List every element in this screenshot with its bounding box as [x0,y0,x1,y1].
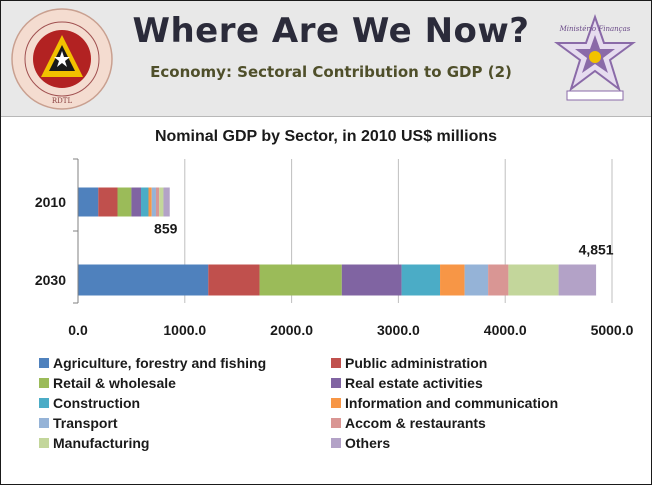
total-label: 859 [154,221,178,237]
bar-segment [440,264,465,296]
legend-label: Manufacturing [53,435,149,451]
x-tick-label: 3000.0 [377,322,420,338]
bar-segment [341,264,402,296]
legend-label: Information and communication [345,395,558,411]
legend-swatch [39,378,49,388]
chart-title: Nominal GDP by Sector, in 2010 US$ milli… [155,128,497,145]
x-tick-label: 4000.0 [484,322,527,338]
page-subtitle: Economy: Sectoral Contribution to GDP (2… [150,63,512,81]
legend-swatch [331,418,341,428]
axes: 0.0 1000.0 2000.0 3000.0 4000.0 5000.0 2010 203… [35,158,634,338]
legend-swatch [39,438,49,448]
bar-segment [151,187,156,217]
bar-segment [148,187,152,217]
legend-label: Construction [53,395,140,411]
header-banner: RDTL Where Are We Now? Economy: Sectoral… [1,1,651,117]
bar-segment [259,264,342,296]
bar-segment [78,264,209,296]
bar-segment [155,187,160,217]
bar-segment [131,187,142,217]
gdp-sector-chart: Nominal GDP by Sector, in 2010 US$ milli… [35,128,634,451]
category-label: 2010 [35,194,66,210]
page-title: Where Are We Now? [132,11,530,51]
bar-segment [401,264,441,296]
bar-segment [163,187,170,217]
legend-label: Agriculture, forestry and fishing [53,355,266,371]
legend-label: Public administration [345,355,487,371]
legend-swatch [331,378,341,388]
x-tick-label: 0.0 [68,322,88,338]
legend-swatch [331,358,341,368]
bar-segment [78,187,99,217]
seal-text-bottom: RDTL [52,97,73,105]
legend-label: Retail & wholesale [53,375,176,391]
national-seal-icon: RDTL [11,8,113,110]
legend-swatch [331,438,341,448]
legend-swatch [39,358,49,368]
total-label: 4,851 [579,242,614,258]
bar-segment [98,187,118,217]
x-tick-label: 1000.0 [163,322,206,338]
bar-segment [159,187,164,217]
x-tick-label: 5000.0 [591,322,634,338]
bar-segment [558,264,597,296]
bar-segment [488,264,509,296]
chart: Nominal GDP by Sector, in 2010 US$ milli… [1,117,651,484]
legend-swatch [331,398,341,408]
legend-label: Transport [53,415,118,431]
legend: Agriculture, forestry and fishing Public … [39,355,558,451]
legend-swatch [39,398,49,408]
bars: 859 4,851 [78,187,614,296]
bar-segment [508,264,559,296]
bar-segment [464,264,489,296]
legend-label: Accom & restaurants [345,415,486,431]
logo-text: Ministério Finanças [559,25,631,33]
legend-label: Real estate activities [345,375,483,391]
bar-segment [141,187,149,217]
x-tick-label: 2000.0 [270,322,313,338]
ministry-logo-icon: Ministério Finanças [553,13,637,101]
bar-segment [208,264,260,296]
legend-label: Others [345,435,390,451]
category-label: 2030 [35,272,66,288]
bar-segment [117,187,132,217]
legend-swatch [39,418,49,428]
